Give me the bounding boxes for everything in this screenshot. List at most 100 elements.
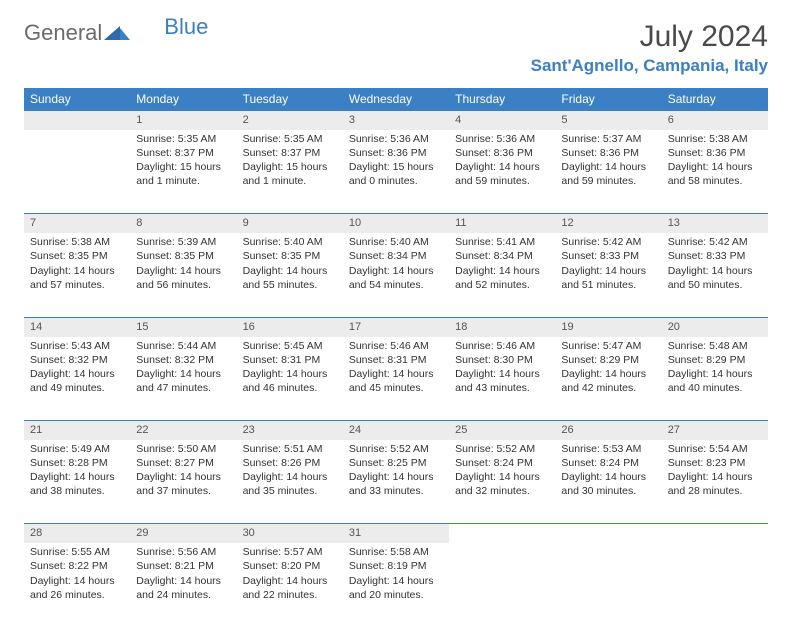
sunrise-line: Sunrise: 5:40 AM — [349, 235, 443, 249]
day-number-cell: 17 — [343, 317, 449, 336]
daylight-line: Daylight: 14 hours and 59 minutes. — [455, 160, 549, 188]
day-content-cell: Sunrise: 5:35 AMSunset: 8:37 PMDaylight:… — [237, 130, 343, 214]
sunrise-line: Sunrise: 5:54 AM — [668, 442, 762, 456]
sunset-line: Sunset: 8:36 PM — [349, 146, 443, 160]
weekday-header: Tuesday — [237, 88, 343, 111]
day-number-cell: 25 — [449, 421, 555, 440]
day-content-cell: Sunrise: 5:50 AMSunset: 8:27 PMDaylight:… — [130, 440, 236, 524]
day-number-row: 14151617181920 — [24, 317, 768, 336]
day-content-cell: Sunrise: 5:38 AMSunset: 8:36 PMDaylight:… — [662, 130, 768, 214]
sunset-line: Sunset: 8:34 PM — [455, 249, 549, 263]
day-content-cell: Sunrise: 5:35 AMSunset: 8:37 PMDaylight:… — [130, 130, 236, 214]
day-number-cell: 26 — [555, 421, 661, 440]
sunrise-line: Sunrise: 5:40 AM — [243, 235, 337, 249]
sunrise-line: Sunrise: 5:58 AM — [349, 545, 443, 559]
sunset-line: Sunset: 8:30 PM — [455, 353, 549, 367]
sunrise-line: Sunrise: 5:38 AM — [30, 235, 124, 249]
daylight-line: Daylight: 14 hours and 20 minutes. — [349, 574, 443, 602]
day-content-cell — [449, 543, 555, 627]
daylight-line: Daylight: 14 hours and 49 minutes. — [30, 367, 124, 395]
day-number-cell: 15 — [130, 317, 236, 336]
sunset-line: Sunset: 8:34 PM — [349, 249, 443, 263]
sunset-line: Sunset: 8:36 PM — [668, 146, 762, 160]
day-number-cell: 9 — [237, 214, 343, 233]
day-number-row: 28293031 — [24, 524, 768, 543]
day-content-cell: Sunrise: 5:36 AMSunset: 8:36 PMDaylight:… — [343, 130, 449, 214]
day-content-cell: Sunrise: 5:45 AMSunset: 8:31 PMDaylight:… — [237, 337, 343, 421]
sunrise-line: Sunrise: 5:48 AM — [668, 339, 762, 353]
day-number-cell — [555, 524, 661, 543]
day-number-cell: 22 — [130, 421, 236, 440]
sunrise-line: Sunrise: 5:50 AM — [136, 442, 230, 456]
sunset-line: Sunset: 8:28 PM — [30, 456, 124, 470]
day-number-cell: 11 — [449, 214, 555, 233]
day-content-cell: Sunrise: 5:46 AMSunset: 8:30 PMDaylight:… — [449, 337, 555, 421]
day-number-cell — [24, 111, 130, 130]
daylight-line: Daylight: 14 hours and 40 minutes. — [668, 367, 762, 395]
weekday-header: Monday — [130, 88, 236, 111]
sunrise-line: Sunrise: 5:35 AM — [136, 132, 230, 146]
sunset-line: Sunset: 8:35 PM — [136, 249, 230, 263]
sunrise-line: Sunrise: 5:36 AM — [455, 132, 549, 146]
sunrise-line: Sunrise: 5:52 AM — [455, 442, 549, 456]
day-content-cell: Sunrise: 5:53 AMSunset: 8:24 PMDaylight:… — [555, 440, 661, 524]
daylight-line: Daylight: 15 hours and 0 minutes. — [349, 160, 443, 188]
day-number-cell — [662, 524, 768, 543]
sunset-line: Sunset: 8:36 PM — [561, 146, 655, 160]
day-content-cell: Sunrise: 5:52 AMSunset: 8:24 PMDaylight:… — [449, 440, 555, 524]
sunrise-line: Sunrise: 5:46 AM — [349, 339, 443, 353]
day-number-cell: 1 — [130, 111, 236, 130]
day-content-cell: Sunrise: 5:40 AMSunset: 8:35 PMDaylight:… — [237, 233, 343, 317]
daylight-line: Daylight: 14 hours and 32 minutes. — [455, 470, 549, 498]
daylight-line: Daylight: 14 hours and 54 minutes. — [349, 264, 443, 292]
sunrise-line: Sunrise: 5:46 AM — [455, 339, 549, 353]
location: Sant'Agnello, Campania, Italy — [531, 56, 768, 76]
day-content-cell: Sunrise: 5:51 AMSunset: 8:26 PMDaylight:… — [237, 440, 343, 524]
day-content-cell: Sunrise: 5:37 AMSunset: 8:36 PMDaylight:… — [555, 130, 661, 214]
day-content-cell: Sunrise: 5:43 AMSunset: 8:32 PMDaylight:… — [24, 337, 130, 421]
title-block: July 2024 Sant'Agnello, Campania, Italy — [531, 20, 768, 84]
daylight-line: Daylight: 14 hours and 28 minutes. — [668, 470, 762, 498]
day-content-cell: Sunrise: 5:57 AMSunset: 8:20 PMDaylight:… — [237, 543, 343, 627]
daylight-line: Daylight: 14 hours and 46 minutes. — [243, 367, 337, 395]
sunset-line: Sunset: 8:33 PM — [561, 249, 655, 263]
sunset-line: Sunset: 8:19 PM — [349, 559, 443, 573]
sunrise-line: Sunrise: 5:42 AM — [561, 235, 655, 249]
daylight-line: Daylight: 14 hours and 38 minutes. — [30, 470, 124, 498]
sunset-line: Sunset: 8:24 PM — [455, 456, 549, 470]
day-content-cell — [662, 543, 768, 627]
sunrise-line: Sunrise: 5:37 AM — [561, 132, 655, 146]
sunrise-line: Sunrise: 5:57 AM — [243, 545, 337, 559]
day-number-cell: 12 — [555, 214, 661, 233]
sunrise-line: Sunrise: 5:47 AM — [561, 339, 655, 353]
sunrise-line: Sunrise: 5:44 AM — [136, 339, 230, 353]
sunset-line: Sunset: 8:21 PM — [136, 559, 230, 573]
daylight-line: Daylight: 14 hours and 50 minutes. — [668, 264, 762, 292]
daylight-line: Daylight: 14 hours and 51 minutes. — [561, 264, 655, 292]
sunrise-line: Sunrise: 5:35 AM — [243, 132, 337, 146]
sunrise-line: Sunrise: 5:42 AM — [668, 235, 762, 249]
day-content-row: Sunrise: 5:49 AMSunset: 8:28 PMDaylight:… — [24, 440, 768, 524]
sunset-line: Sunset: 8:37 PM — [136, 146, 230, 160]
sunrise-line: Sunrise: 5:43 AM — [30, 339, 124, 353]
daylight-line: Daylight: 14 hours and 52 minutes. — [455, 264, 549, 292]
day-number-cell: 30 — [237, 524, 343, 543]
daylight-line: Daylight: 14 hours and 57 minutes. — [30, 264, 124, 292]
day-content-cell: Sunrise: 5:58 AMSunset: 8:19 PMDaylight:… — [343, 543, 449, 627]
daylight-line: Daylight: 15 hours and 1 minute. — [136, 160, 230, 188]
day-content-cell: Sunrise: 5:36 AMSunset: 8:36 PMDaylight:… — [449, 130, 555, 214]
sunset-line: Sunset: 8:32 PM — [136, 353, 230, 367]
day-number-cell: 16 — [237, 317, 343, 336]
day-content-cell: Sunrise: 5:42 AMSunset: 8:33 PMDaylight:… — [662, 233, 768, 317]
sunset-line: Sunset: 8:24 PM — [561, 456, 655, 470]
sunrise-line: Sunrise: 5:38 AM — [668, 132, 762, 146]
day-content-cell — [24, 130, 130, 214]
daylight-line: Daylight: 14 hours and 42 minutes. — [561, 367, 655, 395]
sunrise-line: Sunrise: 5:36 AM — [349, 132, 443, 146]
logo: General Blue — [24, 20, 208, 46]
day-number-cell: 23 — [237, 421, 343, 440]
day-content-cell: Sunrise: 5:40 AMSunset: 8:34 PMDaylight:… — [343, 233, 449, 317]
daylight-line: Daylight: 14 hours and 33 minutes. — [349, 470, 443, 498]
daylight-line: Daylight: 14 hours and 58 minutes. — [668, 160, 762, 188]
sunset-line: Sunset: 8:29 PM — [561, 353, 655, 367]
